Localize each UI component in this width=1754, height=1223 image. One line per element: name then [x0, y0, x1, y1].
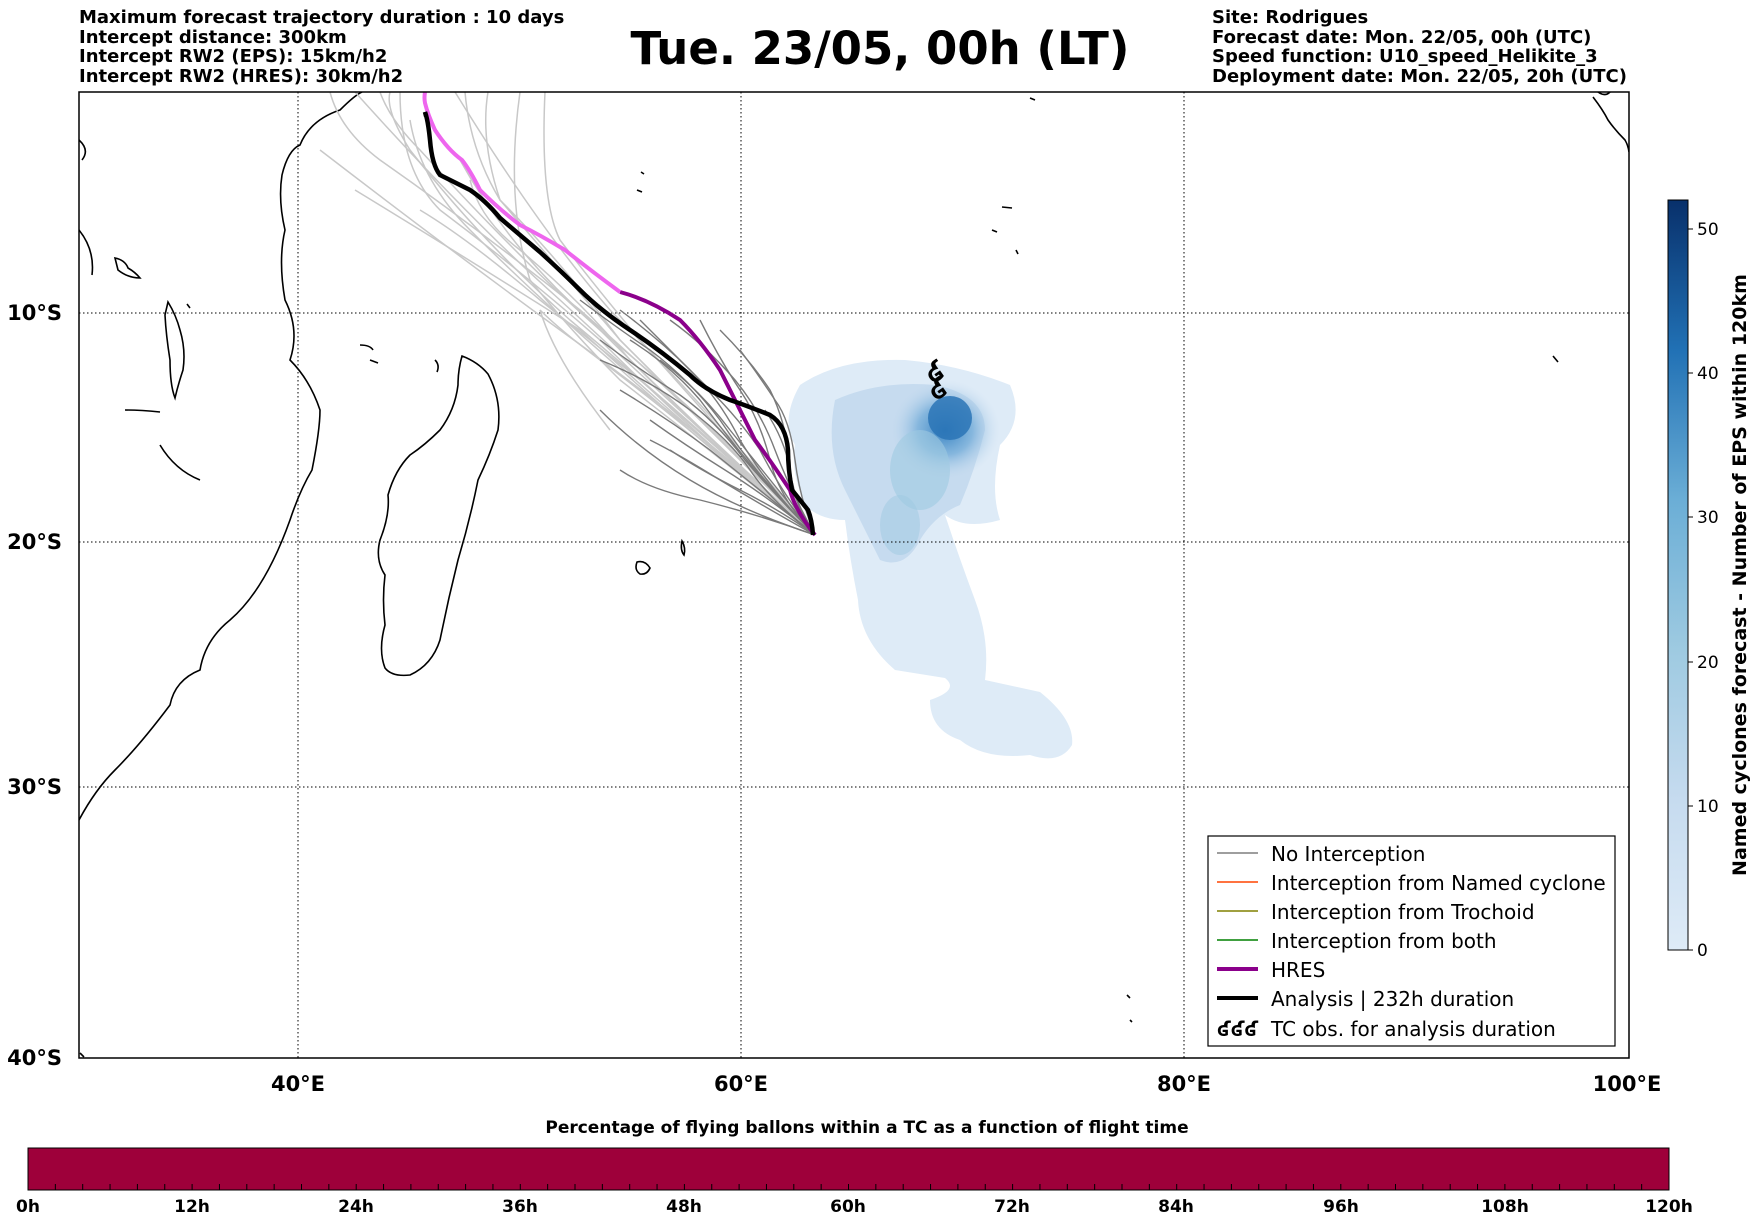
colorbar-tick-10: 10: [1697, 797, 1719, 817]
timebar-title: Percentage of flying ballons within a TC…: [545, 1118, 1188, 1138]
timebar-tick-120h: 120h: [1645, 1197, 1693, 1217]
ensemble-trajectories-dark: [579, 299, 816, 536]
header-left-line-3: Intercept RW2 (EPS): 15km/h2: [79, 46, 388, 67]
header-right: Site: Rodrigues Forecast date: Mon. 22/0…: [1212, 8, 1627, 86]
timebar-tick-36h: 36h: [502, 1197, 538, 1217]
map-legend: No Interception Interception from Named …: [1207, 835, 1616, 1047]
page-title: Tue. 23/05, 00h (LT): [630, 22, 1130, 75]
gridlines: [79, 92, 1629, 1058]
timebar-tick-12h: 12h: [174, 1197, 210, 1217]
timebar-tick-108h: 108h: [1481, 1197, 1529, 1217]
colorbar-tick-30: 30: [1697, 508, 1719, 528]
lon-label-40e: 40°E: [271, 1072, 325, 1096]
density-colorbar: 0 10 20 30 40 50 Named cyclones forecast…: [1667, 199, 1751, 961]
legend-label-interception-trochoid: Interception from Trochoid: [1271, 900, 1535, 924]
lon-label-80e: 80°E: [1157, 1072, 1211, 1096]
timebar-tick-96h: 96h: [1323, 1197, 1359, 1217]
colorbar-tick-50: 50: [1697, 220, 1719, 240]
map-frame: [78, 91, 1630, 1059]
lat-label-40s: 40°S: [7, 1046, 62, 1070]
legend-label-interception-both: Interception from both: [1271, 929, 1497, 953]
analysis-trajectory: [422, 111, 816, 536]
legend-label-interception-named-cyclone: Interception from Named cyclone: [1271, 871, 1606, 895]
lat-label-30s: 30°S: [7, 775, 62, 799]
cyclone-density-field: [788, 359, 1073, 759]
lon-label-60e: 60°E: [714, 1072, 768, 1096]
colorbar-label: Named cyclones forecast - Number of EPS …: [1729, 274, 1751, 876]
colorbar-tick-0: 0: [1697, 941, 1708, 961]
timebar-tick-72h: 72h: [994, 1197, 1030, 1217]
tc-obs-symbol-icon: ʛʛʛ: [1217, 1017, 1258, 1041]
legend-label-analysis: Analysis | 232h duration: [1271, 987, 1514, 1011]
header-right-line-4: Deployment date: Mon. 22/05, 20h (UTC): [1212, 65, 1627, 87]
lat-label-20s: 20°S: [7, 530, 62, 554]
timebar-tick-84h: 84h: [1158, 1197, 1194, 1217]
timebar-tick-24h: 24h: [338, 1197, 374, 1217]
timebar-tick-60h: 60h: [830, 1197, 866, 1217]
legend-label-no-interception: No Interception: [1271, 842, 1425, 866]
lat-label-10s: 10°S: [7, 301, 62, 325]
legend-label-hres: HRES: [1271, 958, 1325, 982]
map-area[interactable]: ʛ ʛ No Interception Interception from Na…: [79, 92, 1629, 1058]
header-right-line-3: Speed function: U10_speed_Helikite_3: [1212, 46, 1598, 67]
latitude-labels: 10°S 20°S 30°S 40°S: [7, 301, 62, 1070]
timebar-tick-48h: 48h: [666, 1197, 702, 1217]
header-left: Maximum forecast trajectory duration : 1…: [79, 8, 564, 86]
flight-time-bar: Percentage of flying ballons within a TC…: [16, 1118, 1693, 1217]
header-right-line-2: Forecast date: Mon. 22/05, 00h (UTC): [1212, 26, 1592, 48]
colorbar-tick-40: 40: [1697, 364, 1719, 384]
legend-label-tc-obs: TC obs. for analysis duration: [1270, 1017, 1556, 1041]
ensemble-trajectories-light: [319, 92, 816, 536]
header-right-line-1: Site: Rodrigues: [1212, 7, 1369, 28]
header-left-line-4: Intercept RW2 (HRES): 30km/h2: [79, 65, 404, 87]
timebar-tick-0h: 0h: [16, 1197, 40, 1217]
header-left-line-1: Maximum forecast trajectory duration : 1…: [79, 7, 565, 28]
header-left-line-2: Intercept distance: 300km: [79, 26, 347, 48]
longitude-labels: 40°E 60°E 80°E 100°E: [271, 1072, 1661, 1096]
colorbar-tick-20: 20: [1697, 653, 1719, 673]
lon-label-100e: 100°E: [1593, 1072, 1662, 1096]
coastlines: [79, 92, 1629, 1058]
timebar-fill: [27, 1147, 1670, 1191]
